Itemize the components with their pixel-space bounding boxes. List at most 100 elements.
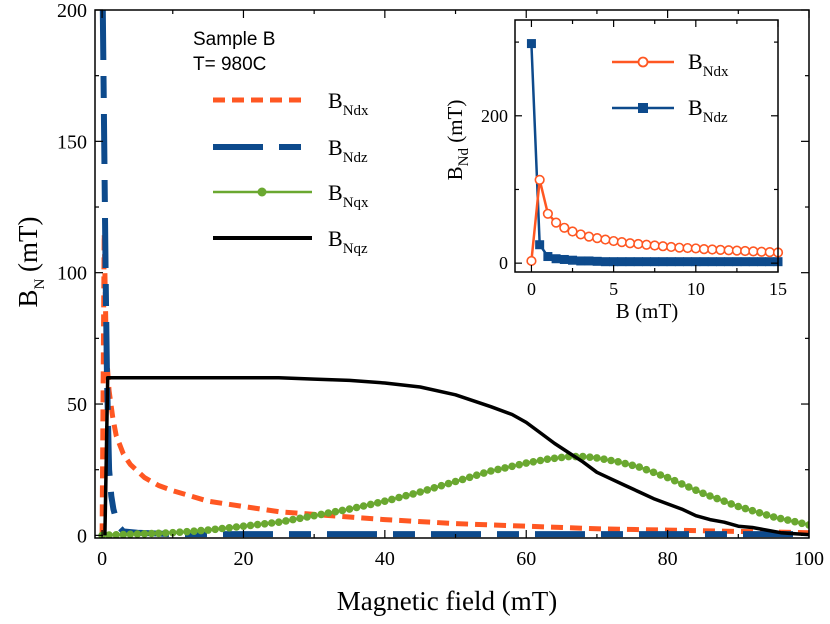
inset-x-tick-label: 5 [609,279,618,299]
inset-ndx-marker [550,217,562,228]
inset-ndz-marker [576,256,586,266]
nqx-marker [706,492,714,500]
nqx-marker [303,513,311,521]
inset-ndx-marker [690,243,701,254]
legend-label-nqx: BNqx [328,180,369,211]
nqx-marker [663,473,672,482]
nqx-marker [699,489,707,498]
nqx-marker [437,481,446,490]
inset-plot-frame [514,19,779,273]
main-plot-series [98,10,809,538]
inset-ndz-marker [568,255,578,265]
x-tick-label: 0 [97,548,107,570]
inset-ndx-marker [715,244,726,255]
series-line-b-ndz [99,10,809,538]
nqx-marker [423,486,432,494]
nqx-marker [536,456,545,465]
nqx-marker [352,503,361,512]
nqx-marker [296,514,304,523]
nqx-marker [776,514,785,523]
inset-ndz-marker [765,257,775,267]
nqx-marker [642,465,651,474]
inset-ndx-marker [723,245,734,256]
inset-ndx-marker [592,233,603,244]
nqx-marker [183,527,191,536]
nqx-marker [169,528,177,537]
inset-ndx-marker [526,255,537,267]
nqx-marker [338,506,347,515]
inset-ndx-marker [649,240,660,251]
inset-ndx-marker [674,242,685,253]
inset-ndz-marker [691,257,701,267]
inset-ndx-marker [600,234,611,245]
nqx-marker [465,473,474,482]
nqx-marker [239,522,248,530]
y-tick-label: 200 [57,0,87,22]
inset-ndx-marker [707,244,718,255]
inset-ndx-marker [616,237,627,248]
inset-ndz-marker [625,257,635,267]
inset-ndz-marker [600,257,610,267]
nqx-marker [755,509,764,517]
nqx-marker [381,497,389,506]
inset-ndz-marker [642,257,651,267]
inset-plot-series [526,39,784,267]
inset-ndz-marker [535,240,545,250]
nqx-marker [494,465,502,474]
nqx-marker [395,493,403,502]
inset-legend-marker-ndx [637,56,649,68]
legend-marker-nqx [257,187,267,197]
nqx-marker [515,460,523,469]
nqx-marker [267,519,276,527]
inset-ndz-marker [592,256,602,266]
nqx-marker [359,502,368,510]
main-x-axis-label: Magnetic field (mT) [337,586,557,616]
x-tick-label: 60 [516,548,536,570]
nqx-marker [720,497,728,506]
nqx-marker [685,483,693,491]
inset-ndx-marker [534,174,545,185]
inset-ndx-marker [748,246,759,257]
nqx-marker [593,454,601,462]
legend-label-nqz: BNqz [328,226,368,257]
inset-axis-ticks: 0 5 10 15 0 200 [481,20,787,299]
nqx-marker [557,453,566,462]
nqx-marker [310,511,318,520]
nqx-marker [140,530,149,538]
nqx-marker [218,524,226,533]
nqx-marker [656,471,665,479]
main-y-axis-label: BN (mT) [13,216,48,307]
nqx-marker [451,477,460,486]
nqx-marker [275,518,283,526]
nqx-marker [331,507,340,516]
nqx-marker [430,484,439,492]
inset-ndz-marker [715,257,725,267]
nqx-marker [550,454,559,463]
x-tick-label: 100 [794,548,824,570]
nqx-marker [444,479,453,488]
inset-ndx-marker [583,231,595,242]
nqx-marker [402,491,410,500]
inset-ndz-marker [740,257,750,267]
nqx-marker [798,519,806,528]
nqx-marker [204,526,212,534]
nqx-marker [522,459,530,467]
nqx-marker [324,509,333,517]
inset-ndz-marker [543,252,553,262]
inset-x-tick-label: 10 [687,279,705,299]
nqx-marker [112,531,120,538]
nqx-marker [529,458,538,466]
y-tick-label: 100 [57,263,87,285]
main-plot-frame [94,9,810,539]
nqx-marker [543,455,552,464]
nqx-marker [282,517,290,525]
x-tick-label: 40 [375,548,395,570]
y-tick-label: 150 [57,131,87,153]
nqx-marker [409,490,417,498]
nqx-marker [628,461,637,470]
inset-ndz-marker [757,257,767,267]
inset-x-tick-label: 15 [769,279,787,299]
main-legend: BNdx BNdz BNqx BNqz [213,88,369,257]
inset-x-axis-label: B (mT) [616,299,678,323]
